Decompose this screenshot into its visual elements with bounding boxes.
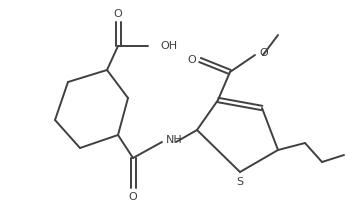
Text: OH: OH [160,41,177,51]
Text: O: O [259,48,268,58]
Text: S: S [236,177,244,187]
Text: O: O [113,9,122,19]
Text: O: O [188,55,197,65]
Text: O: O [129,192,137,202]
Text: NH: NH [166,135,183,145]
